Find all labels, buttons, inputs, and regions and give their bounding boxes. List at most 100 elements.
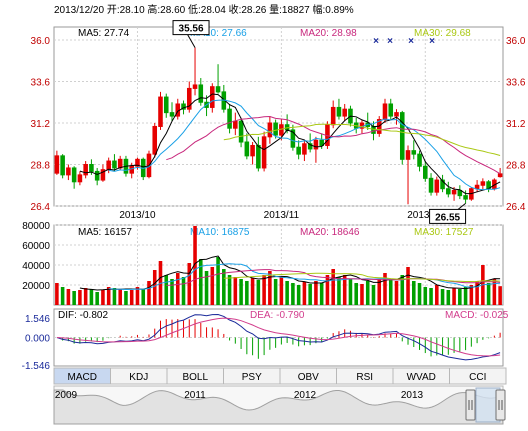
volume-bar: [377, 279, 382, 305]
header-info: 2013/12/20 开:28.10 高:28.60 低:28.04 收:28.…: [54, 3, 354, 16]
volume-bar: [210, 267, 215, 305]
event-marker-icon: ×: [387, 36, 393, 47]
candle-body: [169, 112, 175, 117]
volume-bar: [469, 285, 474, 305]
volume-bar: [164, 275, 169, 305]
price-ma5-line: [79, 93, 501, 195]
volume-bar: [331, 269, 335, 305]
tab-label: OBV: [298, 372, 319, 383]
candle-body: [497, 173, 503, 178]
volume-bar: [222, 269, 226, 305]
volume-bar: [360, 284, 364, 305]
timeline-navigator[interactable]: 2009 2011 2012 2013: [53, 385, 506, 425]
volume-bar: [83, 288, 88, 305]
volume-legend-ma5: MA5: 16157: [78, 227, 132, 238]
low-label-box: [429, 208, 467, 224]
candle-body: [227, 108, 232, 129]
volume-bar: [319, 283, 324, 305]
price-ytick-left: 28.8: [31, 161, 51, 172]
candle-body: [342, 108, 347, 117]
price-ma30-line: [223, 123, 501, 156]
volume-bar: [325, 275, 330, 305]
volume-bar: [463, 287, 468, 305]
high-label: 35.56: [179, 24, 204, 35]
macd-legend-2: MACD: -0.025: [445, 310, 509, 321]
event-marker-icon: ×: [373, 36, 379, 47]
volume-bar: [458, 289, 462, 305]
candle-body: [417, 153, 422, 167]
low-label: 26.55: [435, 212, 460, 223]
candle-body: [480, 181, 486, 186]
candle-body: [371, 125, 376, 134]
price-legend-ma30: MA30: 29.68: [414, 28, 471, 39]
volume-bar: [394, 281, 399, 305]
candle-body: [250, 144, 255, 157]
volume-bar: [423, 287, 428, 305]
candle-body: [129, 165, 134, 174]
volume-bar: [89, 289, 94, 305]
volume-bar: [285, 281, 289, 305]
candle-body: [382, 103, 388, 121]
volume-bar: [314, 281, 318, 305]
candle-body: [66, 167, 71, 176]
volume-bar: [342, 275, 347, 305]
candle-body: [313, 139, 319, 150]
volume-bar: [135, 287, 140, 305]
volume-bar: [388, 279, 393, 305]
volume-bar: [250, 278, 255, 305]
navigator-xtick: 2011: [184, 390, 206, 401]
tab-cci[interactable]: [449, 367, 507, 385]
candle-body: [152, 125, 158, 155]
volume-bar: [181, 277, 186, 305]
tab-label: MACD: [68, 372, 97, 383]
candle-body: [319, 139, 324, 146]
candle-body: [117, 158, 123, 169]
dea-line: [56, 317, 501, 357]
candle-body: [210, 86, 215, 108]
candle-body: [100, 169, 106, 181]
candle-body: [399, 112, 405, 160]
candle-body: [423, 165, 428, 179]
price-ytick-left: 26.4: [31, 202, 51, 213]
volume-bar: [256, 280, 261, 305]
price-ytick-right: 28.8: [506, 161, 526, 172]
macd-panel[interactable]: 1.546 0.000 -1.546 DIF: -0.802 DEA: -0.790 MA…: [22, 308, 509, 372]
volume-ytick: 60000: [22, 241, 50, 252]
navigator-xtick: 2012: [294, 390, 317, 401]
candle-body: [112, 160, 117, 169]
volume-bar: [152, 270, 157, 305]
volume-bar: [216, 257, 220, 305]
event-marker-icon: ×: [408, 36, 414, 47]
price-xtick: 2013/11: [264, 210, 300, 221]
candle-body: [89, 164, 94, 172]
volume-bar: [268, 271, 272, 305]
volume-bar: [101, 290, 105, 305]
price-ytick-right: 26.4: [506, 202, 526, 213]
navigator-handle-right[interactable]: [495, 389, 506, 421]
navigator-handle-left[interactable]: [465, 389, 476, 421]
volume-bar: [417, 283, 422, 305]
candle-body: [71, 167, 77, 183]
candle-body: [135, 158, 140, 167]
volume-bar: [112, 288, 117, 305]
candle-body: [279, 124, 284, 136]
price-legend-ma10: MA10: 27.66: [190, 28, 247, 39]
macd-legend-1: DEA: -0.790: [250, 310, 305, 321]
candle-body: [83, 164, 88, 176]
volume-bar: [429, 288, 433, 305]
candle-body: [457, 189, 463, 197]
macd-ytick: 1.546: [25, 314, 50, 325]
candle-body: [307, 143, 313, 150]
dif-line: [56, 313, 501, 361]
candle-body: [451, 189, 457, 195]
volume-bar: [239, 279, 243, 305]
volume-panel[interactable]: 80000 60000 40000 20000 MA5: 16157 MA10: 1687…: [22, 221, 504, 306]
volume-bar: [400, 275, 405, 305]
volume-bar: [187, 263, 192, 305]
volume-bar: [383, 273, 387, 305]
volume-bar: [498, 286, 502, 305]
volume-bar: [66, 289, 71, 305]
price-panel[interactable]: 36.0 36.0 33.6 33.6 31.2 31.2 28.8 28.8 26.4 26.4…: [31, 20, 526, 224]
candle-body: [54, 155, 60, 174]
